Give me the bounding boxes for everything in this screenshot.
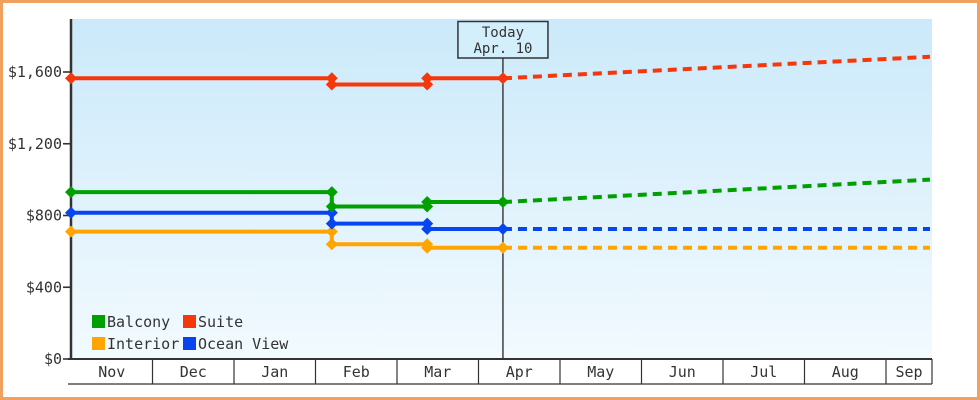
marker-suite xyxy=(496,72,509,85)
marker-suite xyxy=(325,72,338,85)
legend-label-ocean-view: Ocean View xyxy=(198,335,289,353)
marker-suite xyxy=(421,78,434,91)
legend-swatch-ocean-view xyxy=(183,337,196,350)
series-line-suite xyxy=(71,76,503,87)
marker-suite xyxy=(421,72,434,85)
month-label: Mar xyxy=(424,363,451,381)
forecast-line-suite xyxy=(502,54,931,81)
y-tick-label: $800 xyxy=(26,207,62,225)
marker-ocean-view xyxy=(65,206,77,219)
month-label: Feb xyxy=(343,363,370,381)
marker-balcony xyxy=(65,186,77,199)
month-label: Nov xyxy=(98,363,125,381)
y-tick-label: $1,200 xyxy=(8,135,62,153)
marker-interior xyxy=(421,241,434,254)
marker-ocean-view xyxy=(325,206,338,219)
series-line-ocean-view xyxy=(71,210,503,231)
month-label: Jun xyxy=(669,363,696,381)
marker-interior xyxy=(65,225,77,238)
legend-swatch-interior xyxy=(92,337,105,350)
marker-balcony xyxy=(496,196,509,209)
series-line-interior xyxy=(71,229,503,250)
legend-swatch-balcony xyxy=(92,315,105,328)
marker-interior xyxy=(496,241,509,254)
marker-interior xyxy=(325,238,338,251)
marker-balcony xyxy=(325,186,338,199)
today-label: Today xyxy=(482,25,524,41)
month-label: Jan xyxy=(261,363,288,381)
month-label: May xyxy=(587,363,614,381)
legend-swatch-suite xyxy=(183,315,196,328)
month-label: Apr xyxy=(506,363,533,381)
marker-ocean-view xyxy=(421,222,434,235)
month-label: Sep xyxy=(895,363,922,381)
legend-label-suite: Suite xyxy=(198,313,243,331)
today-box xyxy=(457,20,549,59)
marker-suite xyxy=(325,78,338,91)
month-label: Aug xyxy=(832,363,859,381)
y-tick-label: $400 xyxy=(26,278,62,296)
legend-label-interior: Interior xyxy=(107,335,179,353)
y-tick-label: $1,600 xyxy=(8,63,62,81)
marker-interior xyxy=(325,225,338,238)
month-label: Dec xyxy=(180,363,207,381)
plot-background xyxy=(71,19,932,359)
marker-balcony xyxy=(421,196,434,209)
marker-ocean-view xyxy=(325,217,338,230)
y-tick-label: $0 xyxy=(44,350,62,368)
month-label: Jul xyxy=(750,363,777,381)
series-line-balcony xyxy=(71,190,503,209)
marker-ocean-view xyxy=(496,222,509,235)
forecast-line-balcony xyxy=(502,177,931,205)
marker-balcony xyxy=(325,200,338,213)
today-date-label: Apr. 10 xyxy=(473,41,532,57)
marker-suite xyxy=(65,72,77,85)
legend-label-balcony: Balcony xyxy=(107,313,170,331)
